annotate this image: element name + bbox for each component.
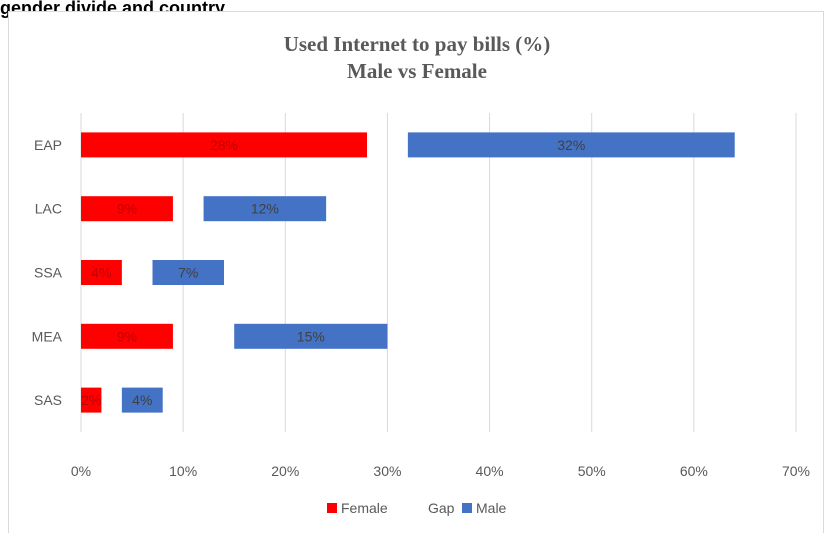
bars: 28% 32% 9% 12% 4% 7% 9% 15% 2% 4% — [81, 132, 735, 413]
legend-label-female: Female — [341, 500, 388, 516]
chart-frame — [8, 11, 824, 533]
legend-swatch-female — [327, 503, 337, 513]
data-label-male: 12% — [251, 201, 279, 217]
x-tick-label: 0% — [71, 463, 91, 479]
data-label-female: 4% — [91, 265, 111, 281]
bar-male — [121, 387, 163, 413]
category-label: SAS — [34, 392, 62, 408]
legend-swatch-male — [462, 503, 472, 513]
bar-female — [81, 260, 122, 285]
legend-label-male: Male — [476, 500, 507, 516]
x-tick-label: 10% — [169, 463, 197, 479]
bar-male — [234, 323, 388, 349]
chart-title-line-2: Male vs Female — [347, 59, 487, 83]
category-label: EAP — [34, 137, 62, 153]
x-tick-label: 60% — [680, 463, 708, 479]
x-tick-label: 20% — [271, 463, 299, 479]
data-label-female: 2% — [81, 392, 101, 408]
data-label-male: 4% — [132, 392, 152, 408]
data-label-male: 7% — [178, 265, 198, 281]
chart-title-line-1: Used Internet to pay bills (%) — [284, 32, 551, 56]
bar-female — [81, 132, 367, 158]
legend: Female Gap Male — [327, 500, 507, 516]
data-label-female: 9% — [117, 328, 137, 344]
x-tick-label: 70% — [782, 463, 810, 479]
data-label-male: 32% — [557, 137, 585, 153]
bar-male — [407, 132, 735, 158]
legend-label-gap: Gap — [428, 500, 455, 516]
bar-female — [81, 387, 102, 413]
x-axis-ticks: 0% 10% 20% 30% 40% 50% 60% 70% — [71, 463, 810, 479]
bar-female — [81, 323, 173, 349]
x-tick-label: 40% — [476, 463, 504, 479]
bar-male — [152, 260, 224, 285]
x-tick-label: 30% — [373, 463, 401, 479]
bar-male — [203, 196, 327, 222]
data-label-female: 28% — [210, 137, 238, 153]
category-label: SSA — [34, 265, 63, 281]
category-label: MEA — [32, 328, 63, 344]
data-label-male: 15% — [297, 328, 325, 344]
x-tick-label: 50% — [578, 463, 606, 479]
bar-female — [81, 196, 173, 222]
category-label: LAC — [35, 201, 62, 217]
data-label-female: 9% — [117, 201, 137, 217]
y-axis-categories: EAP LAC SSA MEA SAS — [32, 137, 63, 408]
